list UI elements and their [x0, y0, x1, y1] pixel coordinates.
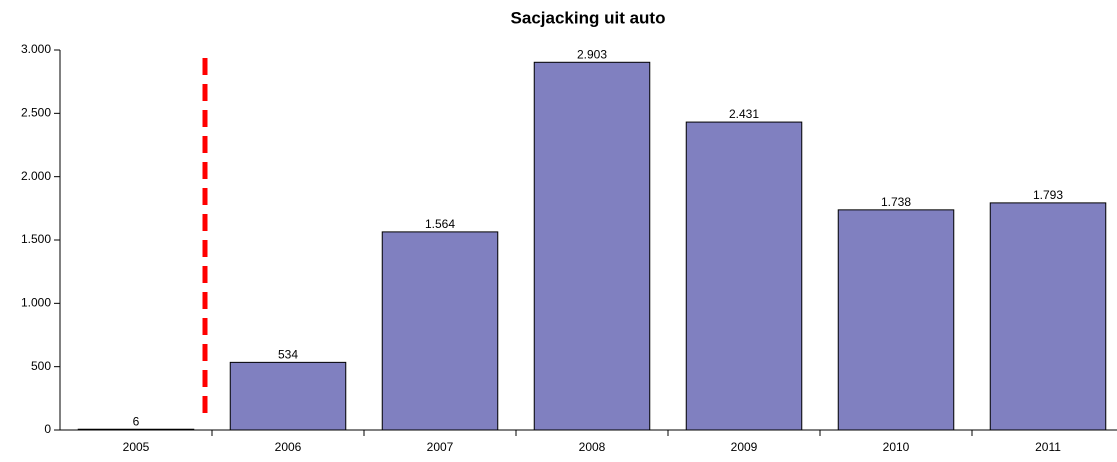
value-label: 6: [133, 414, 140, 428]
bar: [381, 231, 499, 431]
bar: [533, 61, 651, 431]
bar: [837, 209, 955, 431]
x-tick-label: 2006: [275, 440, 302, 454]
y-tick-label: 3.000: [21, 42, 51, 56]
value-label: 534: [278, 348, 298, 362]
y-tick-label: 2.000: [21, 169, 51, 183]
x-tick-label: 2009: [731, 440, 758, 454]
x-tick-label: 2008: [579, 440, 606, 454]
x-tick-label: 2010: [883, 440, 910, 454]
chart-title: Sacjacking uit auto: [511, 8, 666, 27]
y-tick-label: 1.000: [21, 296, 51, 310]
y-tick-label: 1.500: [21, 232, 51, 246]
value-label: 2.903: [577, 47, 607, 61]
bar: [77, 428, 195, 431]
value-label: 1.793: [1033, 188, 1063, 202]
value-label: 2.431: [729, 107, 759, 121]
y-tick-label: 2.500: [21, 106, 51, 120]
bar: [229, 361, 347, 431]
x-tick-label: 2007: [427, 440, 454, 454]
value-label: 1.738: [881, 195, 911, 209]
bar: [685, 121, 803, 431]
x-tick-label: 2011: [1035, 440, 1061, 454]
value-label: 1.564: [425, 217, 455, 231]
y-tick-label: 0: [44, 422, 51, 436]
y-tick-label: 500: [31, 359, 51, 373]
x-tick-label: 2005: [123, 440, 150, 454]
bar: [989, 202, 1107, 431]
